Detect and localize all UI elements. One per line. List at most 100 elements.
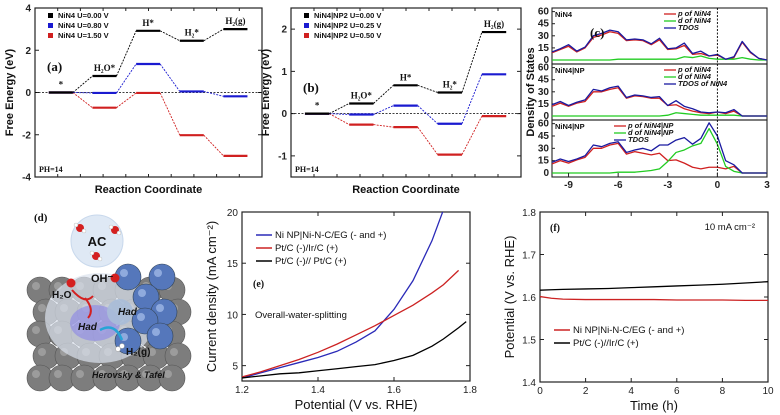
atom-highlight [156,304,164,312]
atom-highlight [54,370,62,378]
step-label: H* [142,18,154,28]
y-axis-label: Potential (V vs. RHE) [502,236,517,359]
reaction-arrow [84,297,92,319]
energy-connector [116,63,137,94]
legend-label: TDOS [678,23,699,32]
dos-series-1 [552,127,767,174]
x-tick-label: 0 [537,386,543,397]
mechanism-label: Herovsky & Tafel [92,370,165,380]
oxygen-atom [110,273,120,283]
y-tick-label: 60 [538,7,550,18]
energy-connector [417,105,438,125]
y-tick-label: 2 [281,25,287,36]
legend-label: TDOS of NiN4 [678,79,728,88]
y-tick-label: 30 [538,143,550,154]
energy-connector [461,115,483,155]
adsorbed-hydrogen-label: Had [78,322,98,333]
energy-connector [203,91,224,97]
panel-d-illustration: (d) AC OH⁻ H₂O Had Had H₂(g) Herovsky & Tafel [26,212,192,392]
panel-label: (d) [34,212,48,224]
legend-label: TDOS [628,135,649,144]
x-tick-label: 4 [628,386,634,397]
energy-connector [116,30,137,77]
y-tick-label: 1 [281,67,287,78]
y-tick-label: 1.5 [522,336,536,347]
step-label: H* [400,72,412,82]
atom-highlight [98,370,106,378]
legend-label: p of NiN4 [677,9,712,18]
x-axis-label: Time (h) [630,398,678,413]
y-tick-label: 0 [543,168,549,179]
reaction-arrow [71,289,94,301]
y-tick-label: 15 [538,156,550,167]
atom-highlight [38,348,46,356]
series-2 [304,112,507,156]
panel-label: (c) [590,25,604,40]
annotation: Overall-water-splitting [255,310,347,321]
water-molecule-hydrogen [81,228,87,234]
x-axis-label: Reaction Coordinate [95,184,203,196]
atom-highlight [142,370,150,378]
y-tick-label: 1.8 [522,208,536,219]
energy-connector [203,28,224,42]
legend-label: NiN4 U=1.50 V [58,31,109,40]
y-tick-label: 30 [538,31,550,42]
series-line-0 [242,212,444,379]
energy-connector [116,92,137,109]
energy-connector [373,84,394,104]
y-tick-label: 0 [543,55,549,66]
energy-connector [461,31,483,93]
annotation: 10 mA cm⁻² [705,222,755,233]
legend-label: Pt/C (-)/Ir/C (+) [275,243,338,254]
legend-label: p of NiN4|NP [627,121,674,130]
panel-f: 0 2 4 6 8 10 1.4 1.5 1.6 1.7 1.8 Ni NP|Ni-N-C/EG (-… [502,208,774,413]
y-tick-label: 0 [281,109,287,120]
x-tick-label: -3 [663,180,672,191]
water-label: H₂O [52,290,72,301]
x-axis-label: Reaction Coordinate [352,184,460,196]
hydrogen-atom [115,346,121,352]
energy-connector [461,74,483,124]
water-molecule-oxygen [111,226,119,234]
x-tick-label: 6 [674,386,680,397]
oxygen-atom [66,278,76,288]
energy-connector [417,126,439,155]
tafel-arrow [99,326,124,341]
atom-highlight [164,370,172,378]
x-tick-label: 1.2 [235,385,249,396]
y-tick-label: 45 [538,75,550,86]
legend-swatch [48,23,53,28]
step-label: H₂* [185,28,200,38]
legend-label: NiN4 U=0.80 V [58,21,109,30]
panel-label: (e) [253,279,264,290]
hydroxide-label: OH⁻ [91,273,114,285]
x-tick-label: 10 [762,386,774,397]
y-tick-label: 30 [538,87,550,98]
dos-series-2 [551,122,767,174]
atom-highlight [32,370,40,378]
legend-swatch [48,33,53,38]
atom-highlight [38,304,46,312]
y-tick-label: 10 [227,310,239,321]
y-tick-label: 1.6 [522,293,536,304]
y-tick-label: 1.7 [522,251,536,262]
step-label: * [315,101,320,111]
energy-connector [72,75,93,93]
x-tick-label: -9 [564,180,573,191]
y-tick-label: 0 [25,88,31,99]
x-tick-label: 2 [583,386,589,397]
water-molecule-oxygen [76,224,84,232]
energy-connector [329,113,350,115]
subplot-title: NiN4 [555,10,573,19]
legend-label: Ni NP|Ni-N-C/EG (- and +) [275,230,386,241]
dos-series-1 [552,55,767,61]
subplot-title: NiN4|NP [555,122,585,131]
energy-connector [72,92,93,109]
water-molecule-hydrogen [108,224,114,230]
dos-series-2 [551,29,768,61]
x-tick-label: 1.8 [463,385,477,396]
x-tick-label: 1.4 [311,385,325,396]
